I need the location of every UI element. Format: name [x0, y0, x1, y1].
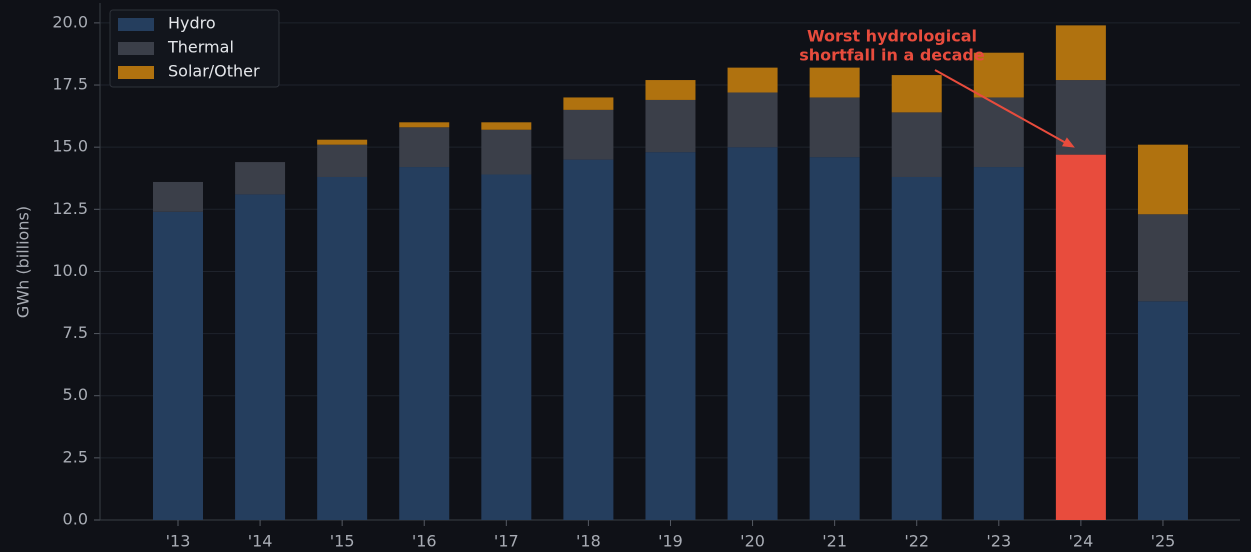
bar-segment	[891, 112, 942, 177]
bar-segment	[1137, 301, 1188, 520]
bar-segment	[317, 144, 368, 177]
bar-segment	[973, 52, 1024, 98]
legend-swatch	[118, 66, 154, 79]
x-tick-label: '15	[330, 532, 355, 551]
bar-segment	[809, 97, 860, 158]
bar-segment	[317, 176, 368, 520]
bar-segment	[235, 194, 286, 521]
x-tick-label: '24	[1068, 532, 1093, 551]
bar-segment	[809, 157, 860, 520]
bar-segment	[481, 174, 532, 520]
annotation-arrowhead	[1061, 137, 1075, 148]
x-tick-label: '19	[658, 532, 683, 551]
x-tick-label: '23	[986, 532, 1011, 551]
bar-segment	[153, 211, 203, 521]
y-tick-label: 20.0	[52, 12, 88, 31]
legend-label: Hydro	[168, 14, 216, 33]
x-tick-label: '18	[576, 532, 601, 551]
y-tick-label: 5.0	[63, 385, 88, 404]
bar-segment	[809, 67, 860, 98]
annotation-text: shortfall in a decade	[799, 46, 985, 65]
bar-segment	[645, 99, 696, 153]
legend-swatch	[118, 42, 154, 55]
x-tick-label: '20	[740, 532, 765, 551]
x-tick-label: '25	[1151, 532, 1176, 551]
annotation-text: Worst hydrological	[807, 27, 977, 46]
bar-segment	[727, 147, 778, 521]
x-tick-label: '17	[494, 532, 519, 551]
legend-label: Thermal	[167, 38, 234, 57]
bar-segment	[891, 176, 942, 520]
bar-segment	[727, 67, 778, 93]
bar-segment	[645, 80, 696, 100]
annotation-arrow	[934, 69, 1070, 146]
bar-segment	[1137, 214, 1188, 302]
bar-segment	[727, 92, 778, 148]
x-tick-label: '13	[166, 532, 191, 551]
bar-segment	[563, 97, 614, 110]
bar-segment	[399, 167, 450, 520]
bar-segment	[563, 109, 614, 160]
bar-segment	[1055, 80, 1106, 155]
bar-segment	[153, 181, 203, 212]
bar-segment	[481, 122, 532, 130]
bar-segment	[973, 97, 1024, 168]
legend-swatch	[118, 18, 154, 31]
x-tick-label: '16	[412, 532, 437, 551]
y-tick-label: 7.5	[63, 323, 88, 342]
bar-segment	[481, 129, 532, 175]
bar-segment	[1055, 25, 1106, 81]
bar-segment	[1137, 144, 1188, 215]
highlight-bar	[1055, 154, 1106, 521]
y-tick-label: 2.5	[63, 447, 88, 466]
y-tick-label: 12.5	[52, 199, 88, 218]
bar-segment	[891, 75, 942, 113]
x-tick-label: '21	[822, 532, 847, 551]
legend-label: Solar/Other	[168, 62, 260, 81]
y-tick-label: 15.0	[52, 137, 88, 156]
y-axis-label: GWh (billions)	[14, 206, 33, 318]
y-tick-label: 0.0	[63, 510, 88, 529]
bar-segment	[399, 127, 450, 168]
x-tick-label: '22	[904, 532, 929, 551]
bar-segment	[563, 159, 614, 520]
bar-segment	[645, 152, 696, 520]
legend: Hydro Thermal Solar/Other	[109, 9, 280, 88]
y-tick-label: 17.5	[52, 75, 88, 94]
x-tick-label: '14	[248, 532, 273, 551]
bar-segment	[317, 139, 368, 145]
bar-segment	[399, 122, 450, 128]
bar-segment	[973, 167, 1024, 520]
bar-segment	[235, 162, 286, 195]
y-tick-label: 10.0	[52, 261, 88, 280]
